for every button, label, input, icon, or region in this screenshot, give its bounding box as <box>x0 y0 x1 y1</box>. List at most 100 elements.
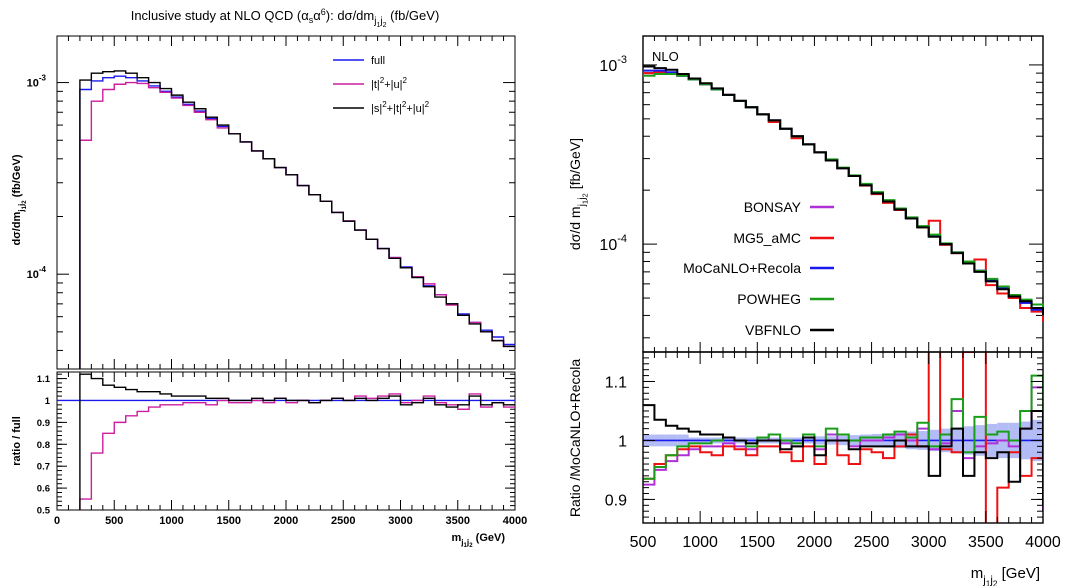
text-part: 2 <box>402 100 407 109</box>
legend-label: |t|2+|u|2 <box>371 76 408 91</box>
text-part: 2 <box>22 200 28 204</box>
text-part: -4 <box>617 233 627 245</box>
y-tick-label: 1 <box>618 433 627 450</box>
x-tick-label: 3500 <box>968 534 1004 551</box>
text-part: 2 <box>382 100 387 109</box>
text-part: 10 <box>27 269 39 281</box>
x-tick-label: 2000 <box>797 534 833 551</box>
text-part: j <box>982 574 986 586</box>
series-line-vbfnlo <box>643 65 1044 316</box>
series-line-tu <box>79 81 515 369</box>
text-part: 2 <box>469 543 473 549</box>
y-tick-label: 10-3 <box>27 74 47 90</box>
text-part: m <box>451 532 461 544</box>
plot-frame <box>56 371 516 511</box>
text-part: 6 <box>321 7 326 17</box>
text-part: j <box>576 197 588 200</box>
text-part: j <box>373 16 376 27</box>
legend-label: BONSAY <box>744 199 802 215</box>
text-part: 2 <box>380 76 385 85</box>
x-axis-label: mj1j2 [GeV] <box>971 565 1040 586</box>
series-line-powheg <box>643 374 1043 500</box>
text-part: 10 <box>599 237 617 254</box>
series-line-powheg <box>643 72 1044 316</box>
text-part: (GeV) <box>473 532 506 544</box>
text-part: [GeV] <box>997 565 1040 582</box>
text-part: 10 <box>599 58 617 75</box>
y-axis-label: Ratio /MoCaNLO+Recola <box>567 359 583 518</box>
text-part: α <box>313 8 321 23</box>
series-line-stu <box>79 373 515 510</box>
x-tick-label: 3000 <box>911 534 947 551</box>
y-tick-label: 10-4 <box>27 265 47 281</box>
text-part: |s| <box>371 103 382 115</box>
series-line-bonsay <box>643 71 1044 316</box>
series-line-stu <box>79 70 515 369</box>
y-tick-label: 0.9 <box>605 492 627 509</box>
text-part: s <box>309 15 314 25</box>
y-tick-label: 10-3 <box>599 54 627 75</box>
text-part: dσ/dm <box>11 211 23 245</box>
text-part: m <box>971 565 984 582</box>
text-part: 2 <box>403 76 408 85</box>
legend-label: POWHEG <box>737 291 801 307</box>
text-part: -3 <box>39 74 47 83</box>
x-tick-label: 2500 <box>331 515 355 527</box>
text-part: j <box>466 538 469 547</box>
text-part: j <box>460 538 463 547</box>
text-part: dσ/d m <box>567 206 583 250</box>
y-axis-label: dσ/dmj1j2 (fb/GeV) <box>11 154 28 245</box>
y-tick-label: 10-4 <box>599 233 627 254</box>
text-part: (fb/GeV) <box>387 8 440 23</box>
y-tick-label: 0.6 <box>37 484 50 495</box>
x-tick-label: 500 <box>630 534 657 551</box>
text-part: ): dσ/dm <box>326 8 374 23</box>
text-part: -3 <box>617 54 627 66</box>
text-part: +|u| <box>406 103 424 115</box>
series-line-full <box>79 75 515 369</box>
y-tick-label: 1.1 <box>605 374 627 391</box>
text-part: full <box>371 55 385 67</box>
text-part: 2 <box>383 22 387 29</box>
text-part: 1 <box>376 22 380 29</box>
x-tick-label: 2500 <box>854 534 890 551</box>
y-tick-label: 0.8 <box>37 440 50 451</box>
text-part: j <box>17 209 26 212</box>
x-axis-label: mj1j2 (GeV) <box>451 532 505 549</box>
y-tick-label: 0.5 <box>37 506 51 517</box>
y-tick-label: 1 <box>45 396 51 407</box>
left-ratio-plot: 0.5 0.6 0.7 0.8 0.9 1 1.1 0 500 1000 1500 2000 2500 3… <box>11 371 527 549</box>
legend-label: MG5_aMC <box>733 230 801 246</box>
x-tick-label: 3000 <box>388 515 412 527</box>
text-part: 1 <box>22 205 28 209</box>
y-tick-label: 1.1 <box>37 374 51 385</box>
text-part: j <box>379 16 382 27</box>
left-main-plot: Inclusive study at NLO QCD (αsα6): dσ/dm… <box>11 7 516 370</box>
y-axis-label: dσ/d mj1j2 [fb/GeV] <box>567 138 590 250</box>
text-part: j <box>989 574 993 586</box>
text-part: 2 <box>581 193 590 197</box>
series-line-mg5-amc <box>643 71 1044 322</box>
x-tick-label: 4000 <box>1025 534 1061 551</box>
ratio-content <box>643 352 1043 523</box>
text-part: -4 <box>39 265 47 274</box>
legend-label: MoCaNLO+Recola <box>683 260 801 276</box>
x-tick-label: 4000 <box>503 515 527 527</box>
text-part: 10 <box>27 78 39 90</box>
series-line-mg5-amc <box>643 352 1043 523</box>
x-tick-label: 0 <box>54 515 60 527</box>
series-line-vbfnlo <box>643 404 1043 506</box>
legend-label: |s|2+|t|2+|u|2 <box>371 100 430 115</box>
text-part: Inclusive study at NLO QCD ( <box>131 8 302 23</box>
x-tick-label: 3500 <box>446 515 470 527</box>
series-line-mocanlo-recola <box>643 69 1044 316</box>
chart-title: Inclusive study at NLO QCD (αsα6): dσ/dm… <box>131 7 440 29</box>
text-part: α <box>301 8 309 23</box>
text-part: j <box>17 204 26 207</box>
x-tick-label: 1500 <box>739 534 775 551</box>
annotation-nlo: NLO <box>652 49 679 64</box>
text-part: 2 <box>425 100 430 109</box>
x-tick-label: 1000 <box>682 534 718 551</box>
